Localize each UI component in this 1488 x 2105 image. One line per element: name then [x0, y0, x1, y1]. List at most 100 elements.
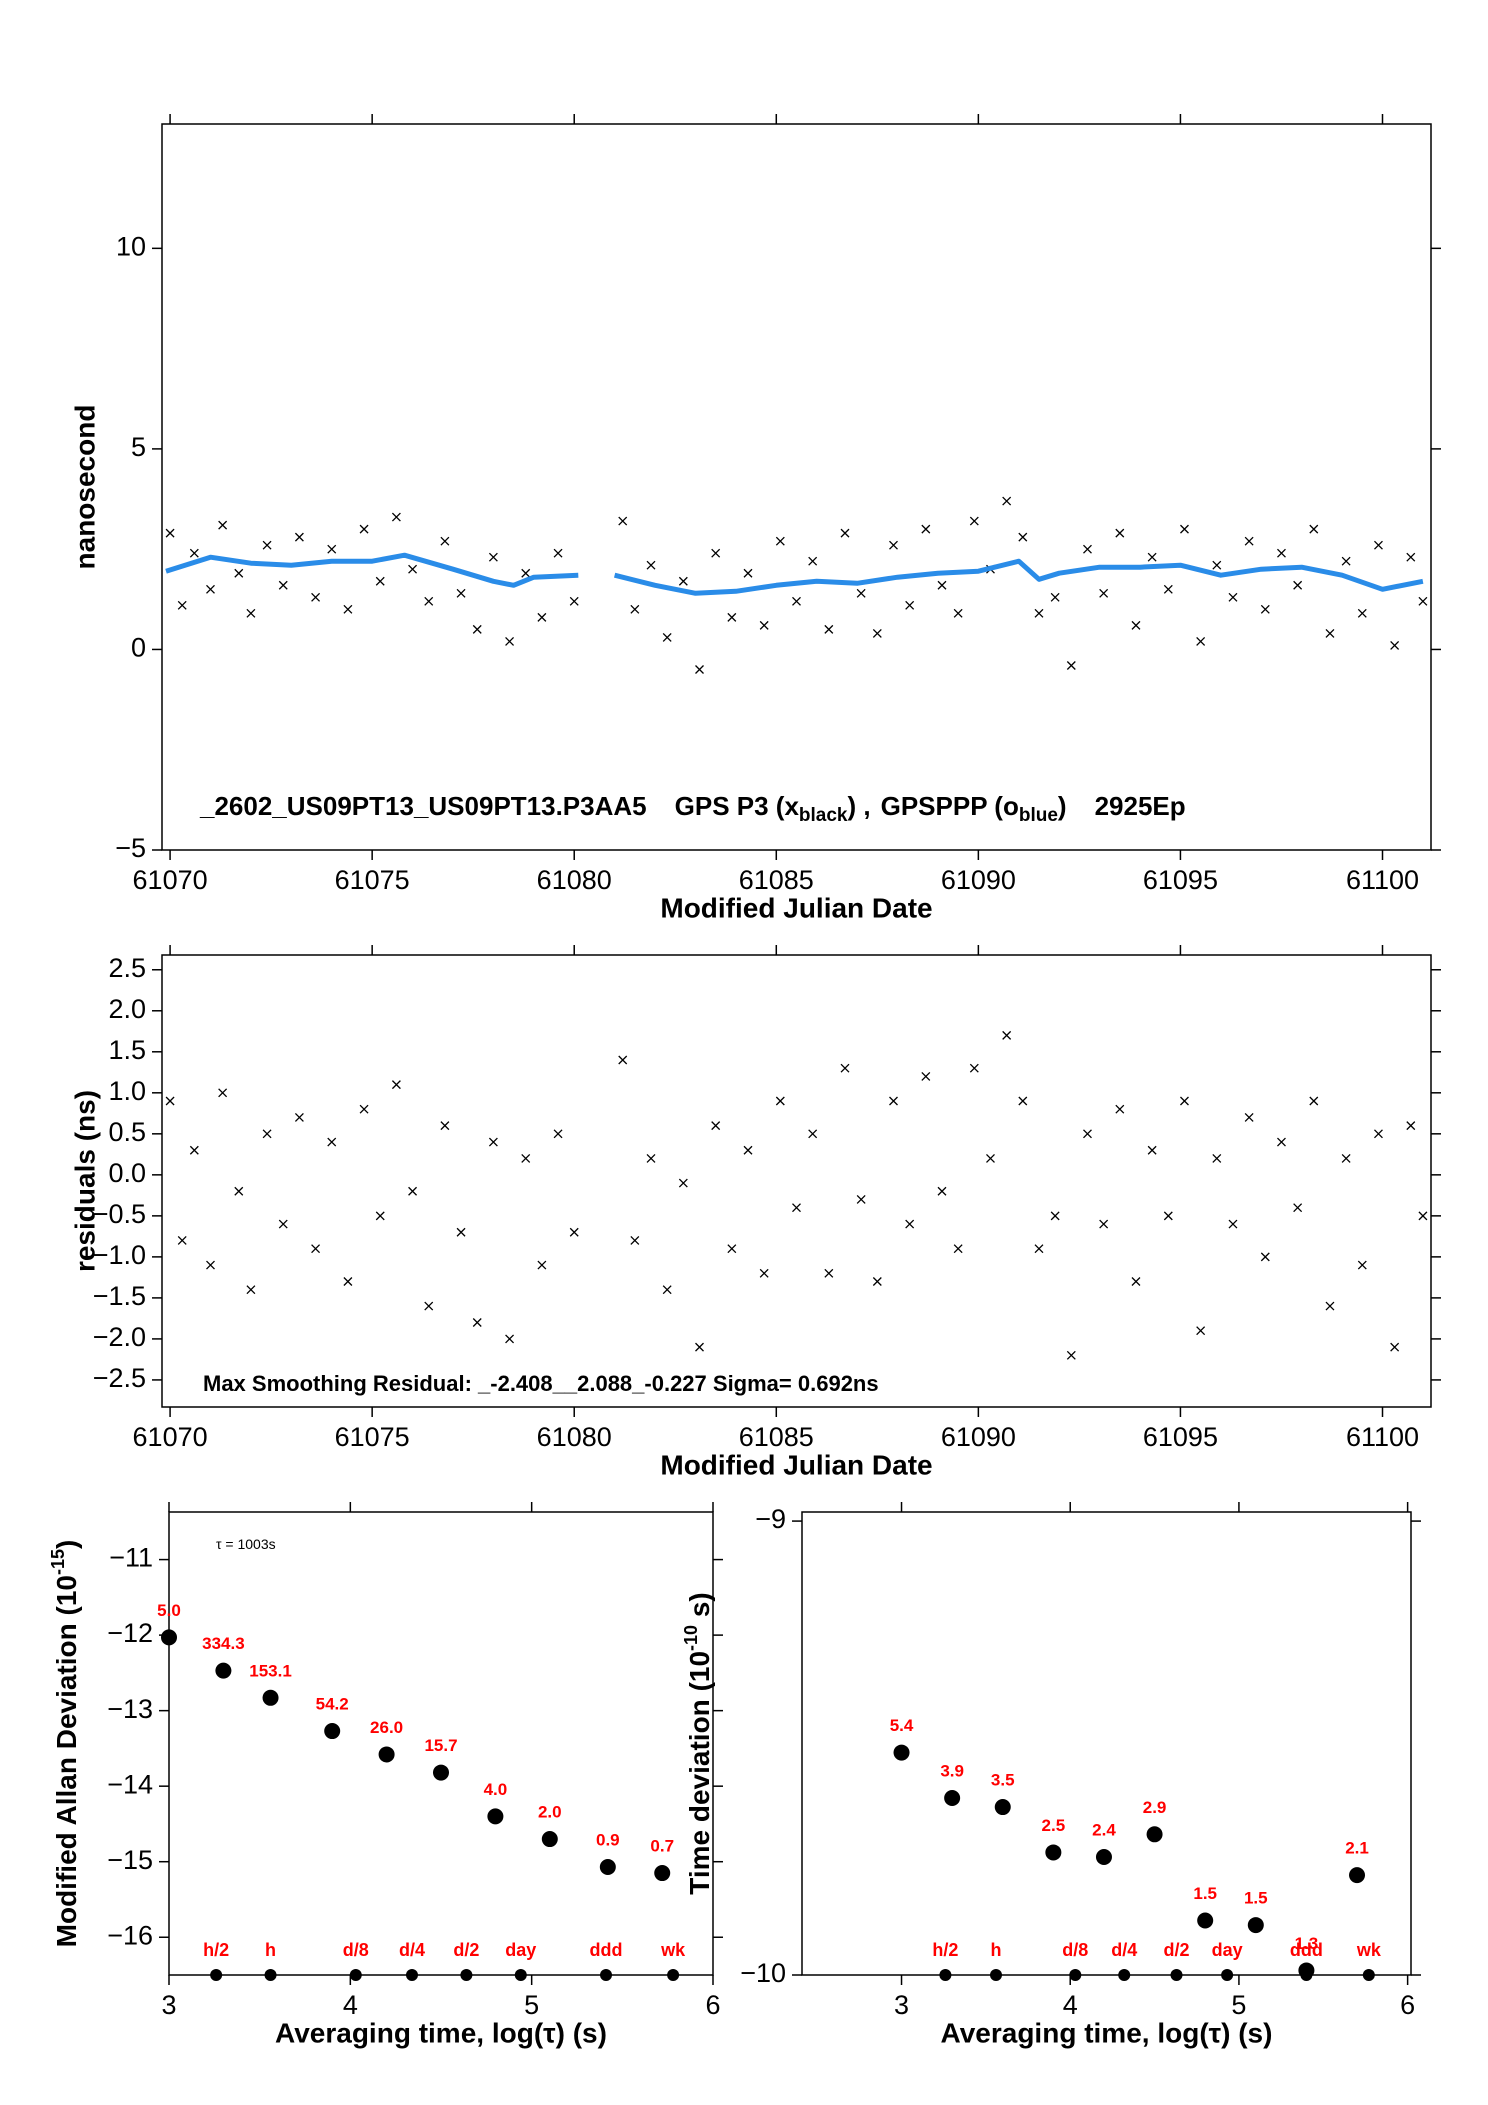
y-axis-label: Time deviation (10-10 s): [681, 1592, 716, 1895]
data-point: [1197, 1912, 1214, 1929]
data-point: [391, 512, 401, 522]
annotation-part: blue: [1019, 805, 1058, 826]
data-point: [1293, 580, 1303, 590]
data-point: [206, 1260, 215, 1270]
data-point: [893, 1744, 910, 1761]
y-axis-label-part: s): [684, 1592, 715, 1625]
data-point: [391, 1080, 401, 1090]
y-tick-label: −2.5: [93, 1363, 146, 1393]
data-point: [375, 1211, 385, 1221]
data-point: [727, 1244, 737, 1254]
marker-dot: [405, 1969, 418, 1981]
data-point: [440, 536, 450, 546]
data-point: [986, 1153, 995, 1163]
data-point: [537, 1260, 547, 1270]
x-tick-label: 61090: [941, 1422, 1016, 1452]
point-label: 334.3: [202, 1634, 245, 1653]
data-point: [646, 560, 656, 570]
data-point: [218, 1088, 228, 1098]
data-point: [711, 548, 721, 558]
data-point: [294, 1112, 304, 1122]
data-point: [969, 516, 979, 526]
y-tick-label: −12: [107, 1618, 153, 1648]
annotation-part: _2602_US09PT13_US09PT13.P3AA5: [199, 791, 647, 821]
marker-label: h/2: [932, 1940, 958, 1960]
data-point: [1260, 604, 1270, 614]
data-point: [953, 608, 963, 618]
data-point: [1045, 1844, 1062, 1861]
data-point: [488, 1137, 498, 1147]
marker-dot: [349, 1969, 362, 1981]
data-point: [165, 528, 175, 538]
marker-label: wk: [660, 1940, 686, 1960]
y-tick-label: 0.0: [108, 1158, 146, 1188]
data-point: [695, 665, 704, 674]
data-point: [424, 596, 434, 606]
data-point: [424, 1301, 434, 1311]
x-tick-label: 3: [894, 1990, 909, 2020]
data-point: [1357, 1260, 1367, 1270]
marker-label: d/4: [1111, 1940, 1137, 1960]
data-point: [678, 1178, 688, 1188]
data-point: [456, 1227, 466, 1237]
x-tick-label: 5: [1231, 1990, 1246, 2020]
marker-label: wk: [1356, 1940, 1382, 1960]
plot-frame: [161, 123, 1432, 851]
data-point: [218, 520, 228, 530]
data-point: [1228, 592, 1238, 602]
data-point: [695, 1342, 704, 1352]
marker-dot: [1170, 1969, 1183, 1981]
data-point: [378, 1746, 395, 1763]
data-point: [1131, 620, 1141, 630]
marker-label: d/4: [399, 1940, 425, 1960]
data-point: [456, 588, 466, 598]
data-point: [262, 1129, 272, 1139]
y-axis-label-part: Modified Allan Deviation (10: [51, 1575, 82, 1947]
data-point: [189, 548, 199, 558]
data-point: [1406, 552, 1416, 562]
data-point: [359, 524, 369, 534]
y-axis-label-part: -10: [681, 1625, 701, 1651]
data-point: [1099, 1219, 1109, 1229]
data-point: [1228, 1219, 1238, 1229]
data-point: [1277, 548, 1286, 558]
x-tick-label: 61070: [133, 865, 208, 895]
data-point: [1341, 1153, 1351, 1163]
point-label: 5.0: [157, 1601, 181, 1620]
data-point: [1146, 1826, 1163, 1843]
y-tick-label: 10: [116, 231, 146, 261]
data-point: [630, 604, 640, 614]
data-point: [1390, 1342, 1400, 1352]
y-axis-label: residuals (ns): [69, 1090, 100, 1272]
data-point: [889, 540, 898, 550]
data-point: [246, 1285, 256, 1295]
point-label: 15.7: [424, 1736, 457, 1755]
data-point: [521, 568, 531, 578]
data-point: [487, 1808, 504, 1825]
y-tick-label: −2.0: [93, 1322, 146, 1352]
data-point: [711, 1121, 721, 1131]
annotation-part: τ = 1003s: [216, 1536, 276, 1552]
data-point: [408, 564, 418, 574]
y-tick-label: 1.5: [108, 1035, 146, 1065]
marker-dot: [939, 1969, 952, 1981]
marker-dot: [600, 1969, 613, 1981]
data-point: [177, 1236, 187, 1245]
marker-dot: [514, 1969, 527, 1981]
data-point: [937, 1186, 947, 1196]
x-tick-label: 61095: [1143, 1422, 1218, 1452]
point-label: 0.9: [596, 1830, 620, 1849]
data-point: [1418, 596, 1428, 606]
data-point: [872, 628, 882, 638]
data-point: [440, 1121, 450, 1131]
data-point: [1050, 1211, 1060, 1221]
data-point: [1002, 1030, 1012, 1040]
marker-dot: [1300, 1969, 1313, 1981]
data-point: [792, 1203, 801, 1213]
point-label: 3.9: [940, 1761, 964, 1780]
data-point: [1034, 1244, 1044, 1254]
annotation-part: ): [1058, 791, 1067, 821]
data-point: [599, 1858, 616, 1875]
point-label: 2.0: [538, 1803, 562, 1822]
y-tick-label: −9: [755, 1504, 786, 1534]
